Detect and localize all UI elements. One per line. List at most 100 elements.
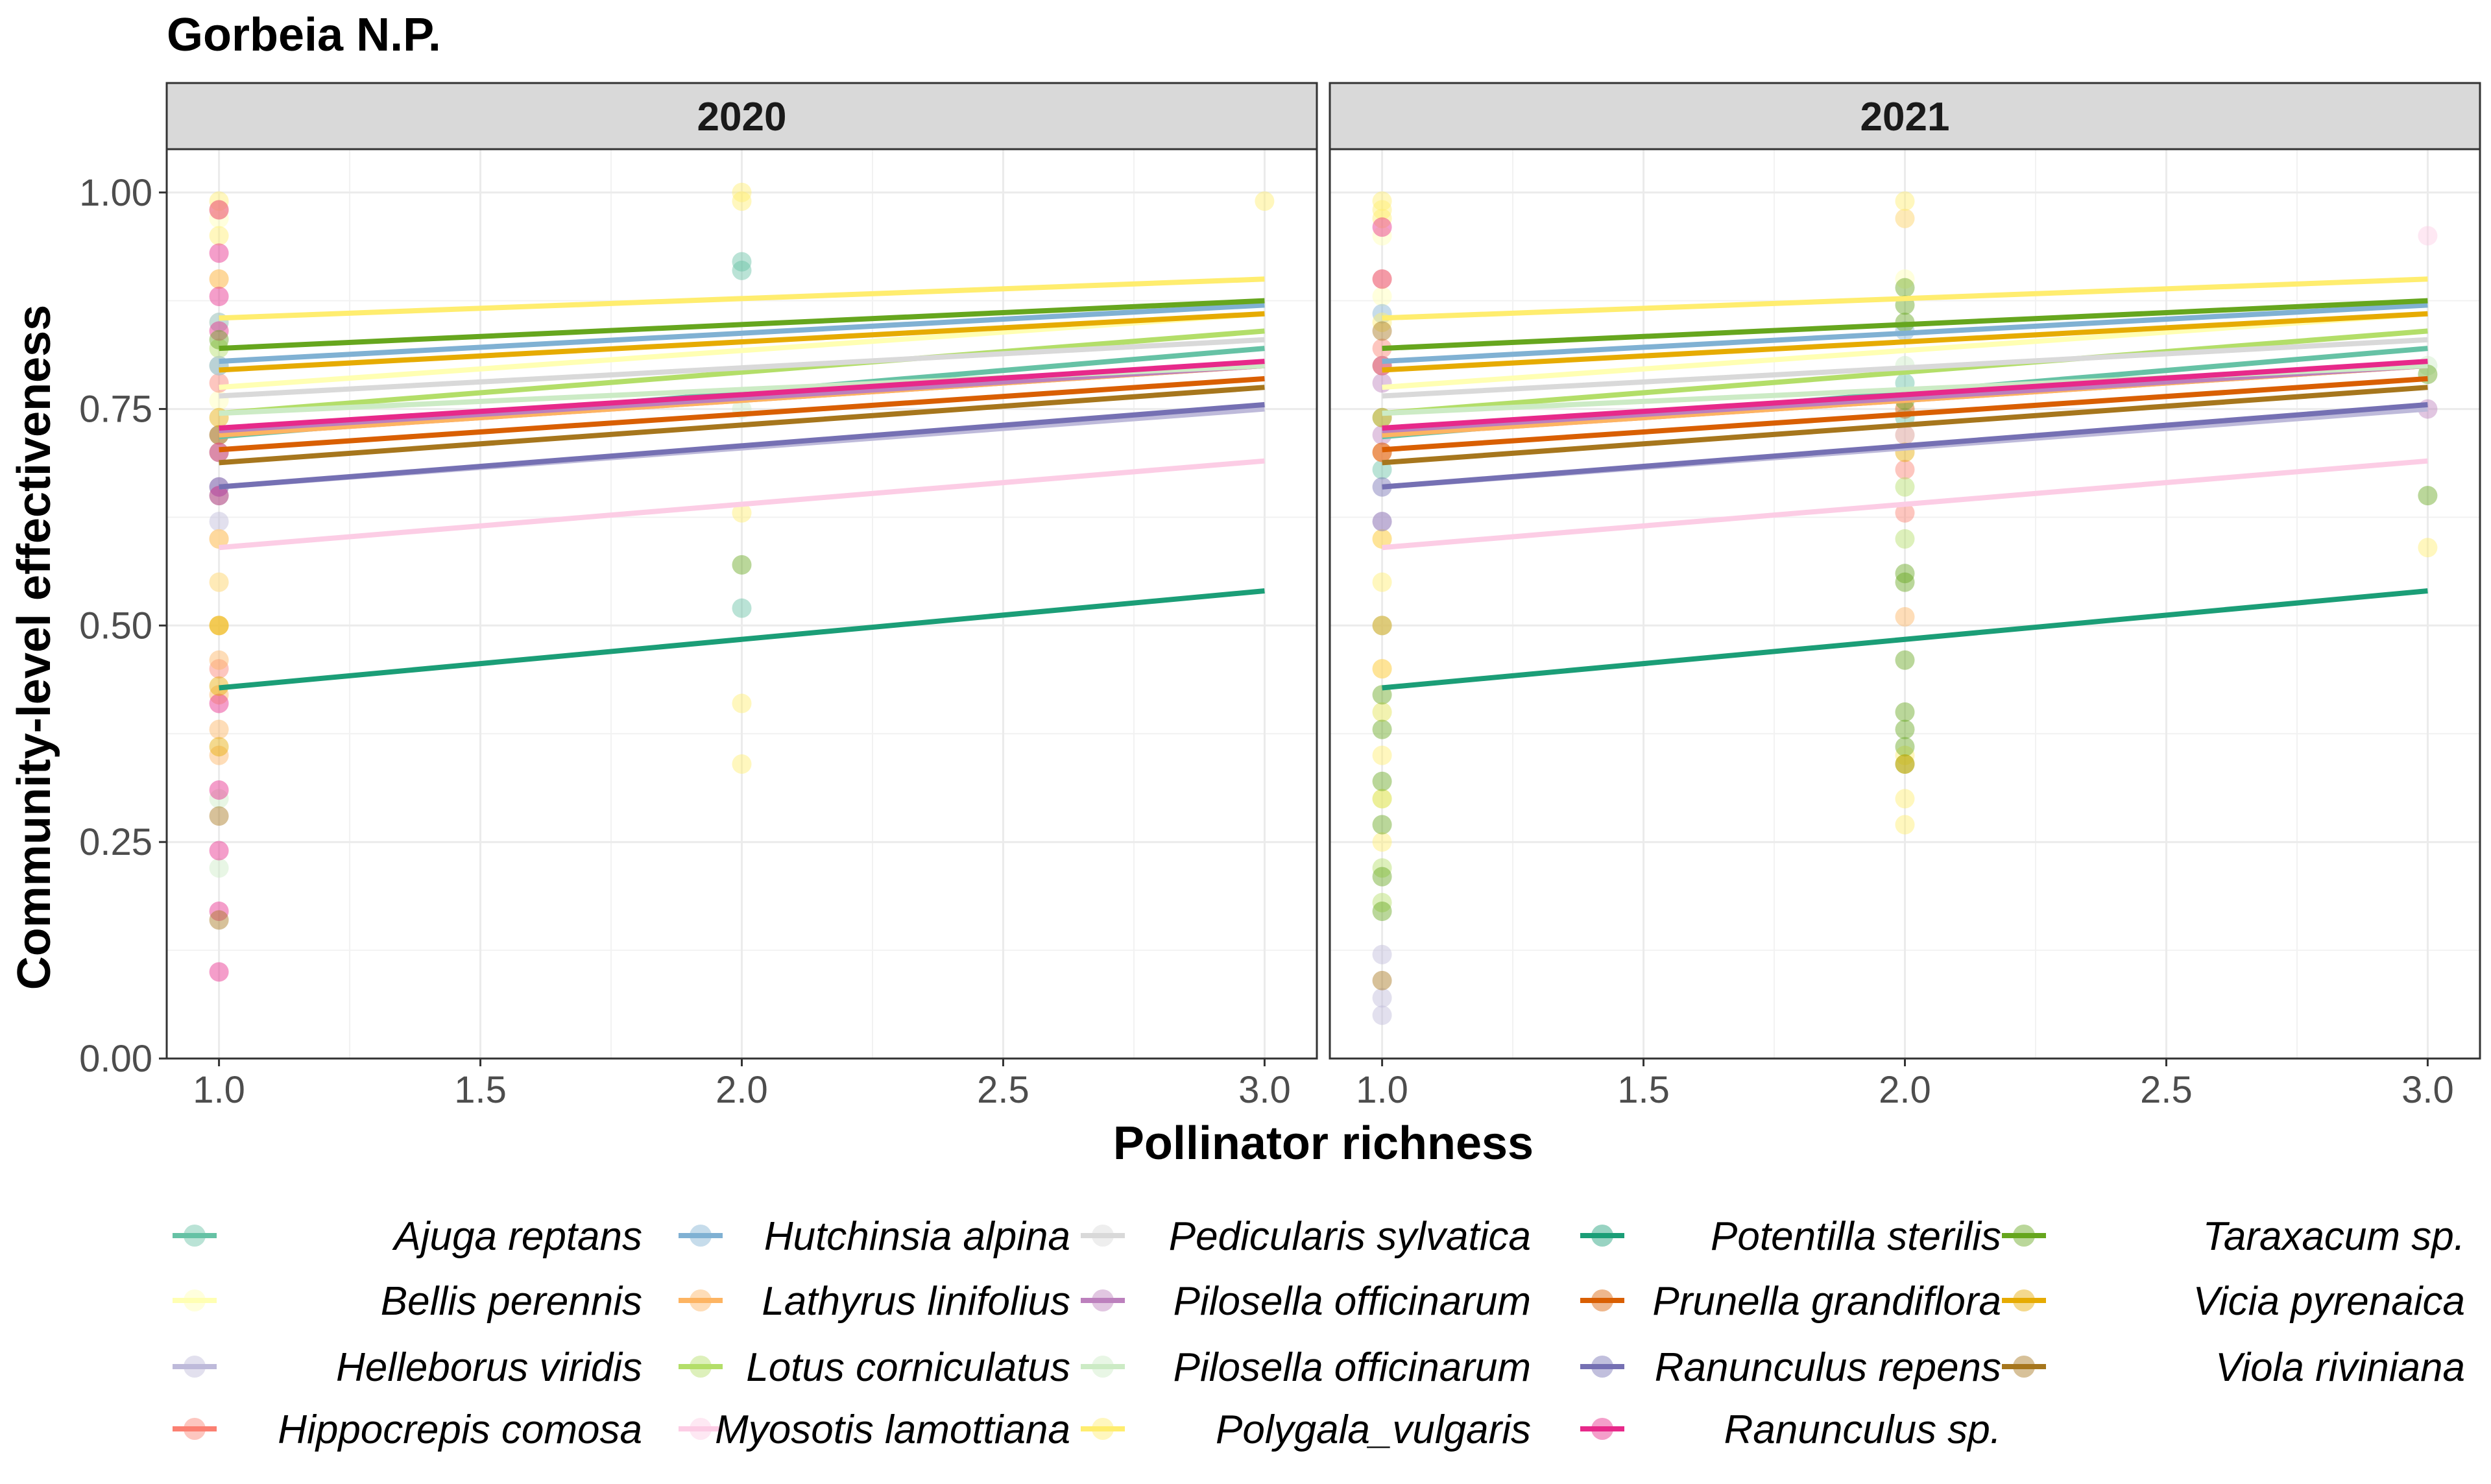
legend-item: Prunella grandiflora: [1580, 1279, 2001, 1324]
data-point: [1372, 512, 1392, 532]
legend-label: Ranunculus sp.: [1724, 1407, 2001, 1452]
data-point: [209, 780, 229, 800]
data-point: [1895, 564, 1915, 584]
legend-label: Pilosella officinarum: [1173, 1279, 1531, 1324]
data-point: [1372, 789, 1392, 809]
legend-item: Helleborus viridis: [173, 1345, 642, 1390]
data-point: [209, 191, 229, 211]
legend-label: Ranunculus repens: [1655, 1345, 2001, 1390]
fit-line: [1382, 276, 2428, 321]
data-point: [209, 572, 229, 592]
data-point: [209, 806, 229, 826]
fit-line: [219, 276, 1265, 321]
data-point: [209, 616, 229, 636]
data-point: [1372, 702, 1392, 722]
strip-label: 2021: [1860, 95, 1950, 139]
legend-label: Hippocrepis comosa: [278, 1407, 642, 1452]
legend-item: Pedicularis sylvatica: [1081, 1214, 1531, 1259]
data-point: [732, 598, 752, 618]
chart-title: Gorbeia N.P.: [167, 9, 441, 61]
fit-line: [219, 401, 1265, 490]
data-point: [209, 442, 229, 462]
data-point: [1895, 754, 1915, 774]
x-tick-label: 2.5: [977, 1069, 1029, 1111]
data-point: [1895, 503, 1915, 523]
fit-line: [1382, 458, 2428, 551]
data-point: [209, 269, 229, 289]
data-point: [1372, 529, 1392, 549]
legend-label: Hutchinsia alpina: [764, 1214, 1070, 1259]
x-tick-label: 1.5: [454, 1069, 507, 1111]
legend-item: Myosotis lamottiana: [679, 1407, 1070, 1452]
data-point: [209, 910, 229, 930]
data-point: [1372, 988, 1392, 1008]
data-point: [1372, 200, 1392, 220]
data-point: [2418, 226, 2438, 246]
fit-line: [219, 385, 1265, 466]
data-point: [209, 512, 229, 532]
legend-item: Lotus corniculatus: [679, 1345, 1070, 1390]
data-point: [1895, 278, 1915, 298]
data-point: [1372, 373, 1392, 393]
fit-line: [219, 359, 1265, 431]
data-point: [1895, 745, 1915, 765]
data-point: [209, 719, 229, 739]
data-point: [1372, 867, 1392, 887]
fit-line: [219, 337, 1265, 399]
data-point: [1372, 616, 1392, 636]
y-tick-label: 0.25: [79, 821, 152, 863]
data-point: [209, 286, 229, 306]
data-point: [732, 191, 752, 211]
fit-line: [219, 302, 1265, 365]
legend-item: Hippocrepis comosa: [173, 1407, 642, 1452]
data-point: [1895, 607, 1915, 627]
data-point: [209, 486, 229, 506]
data-point: [209, 200, 229, 220]
data-point: [732, 182, 752, 202]
legend-item: Hutchinsia alpina: [679, 1214, 1070, 1259]
legend-label: Myosotis lamottiana: [715, 1407, 1070, 1452]
data-point: [1372, 616, 1392, 636]
data-point: [209, 486, 229, 506]
legend-item: Polygala_vulgaris: [1081, 1407, 1531, 1452]
legend-label: Pilosella officinarum: [1173, 1345, 1531, 1390]
data-point: [1895, 208, 1915, 228]
y-tick-label: 0.75: [79, 389, 152, 431]
data-point: [209, 858, 229, 878]
y-tick-label: 0.50: [79, 604, 152, 647]
legend-label: Lathyrus linifolius: [762, 1279, 1070, 1324]
data-point: [1372, 1005, 1392, 1025]
legend-item: Ranunculus repens: [1580, 1345, 2001, 1390]
data-point: [1372, 208, 1392, 228]
x-tick-label: 2.0: [1879, 1069, 1931, 1111]
data-point: [732, 754, 752, 774]
legend-label: Potentilla sterilis: [1711, 1214, 2001, 1259]
fit-line: [1382, 302, 2428, 365]
data-point: [1372, 321, 1392, 341]
data-point: [1895, 269, 1915, 289]
legend-label: Viola riviniana: [2215, 1345, 2465, 1390]
data-point: [1895, 572, 1915, 592]
data-point: [1895, 208, 1915, 228]
data-point: [1372, 659, 1392, 679]
legend-label: Ajuga reptans: [391, 1214, 642, 1259]
legend-item: Ranunculus sp.: [1580, 1407, 2001, 1452]
x-axis-title: Pollinator richness: [1113, 1118, 1534, 1169]
data-point: [1895, 477, 1915, 497]
data-point: [1372, 529, 1392, 549]
data-point: [1895, 191, 1915, 211]
data-point: [209, 243, 229, 263]
data-point: [1372, 269, 1392, 289]
data-point: [209, 208, 229, 228]
data-point: [1372, 944, 1392, 964]
x-tick-label: 1.0: [193, 1069, 245, 1111]
data-point: [732, 693, 752, 713]
legend-item: Lathyrus linifolius: [679, 1279, 1070, 1324]
data-point: [1372, 789, 1392, 809]
data-point: [209, 693, 229, 713]
x-tick-label: 1.5: [1617, 1069, 1670, 1111]
fit-line: [1382, 385, 2428, 466]
fit-line: [1382, 588, 2428, 691]
data-point: [1895, 650, 1915, 670]
